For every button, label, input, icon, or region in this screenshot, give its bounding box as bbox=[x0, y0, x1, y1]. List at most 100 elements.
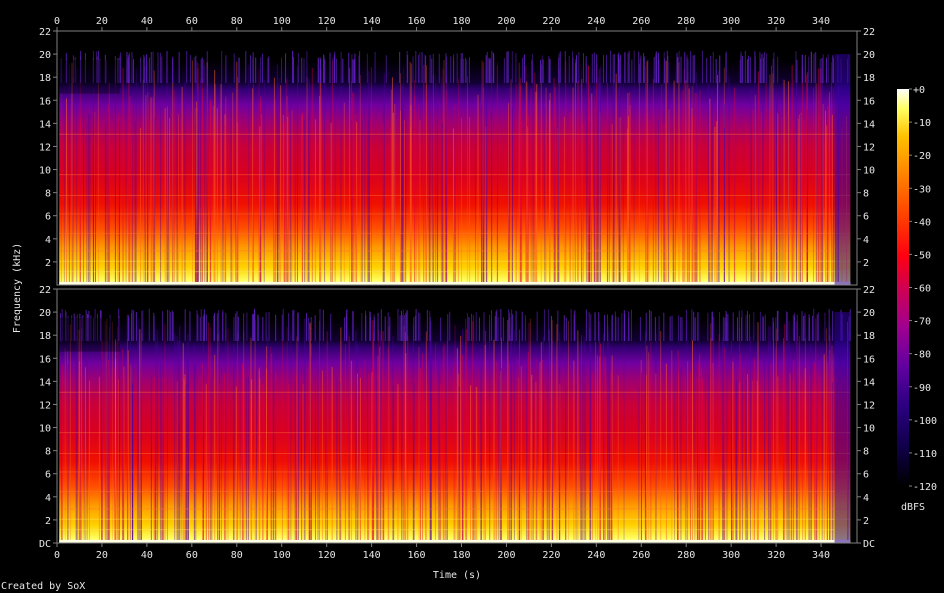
transient-streak bbox=[270, 346, 272, 543]
transient-streak bbox=[536, 358, 538, 543]
transient-streak bbox=[135, 68, 137, 285]
transient-streak bbox=[485, 330, 487, 543]
noise-tip bbox=[449, 311, 451, 341]
noise-tip bbox=[478, 317, 480, 341]
transient-streak bbox=[462, 379, 464, 543]
transient-streak bbox=[291, 109, 293, 285]
transient-streak bbox=[697, 355, 699, 543]
transient-streak bbox=[194, 122, 196, 285]
transient-streak bbox=[500, 367, 502, 543]
noise-tip bbox=[468, 317, 470, 341]
transient-streak bbox=[263, 79, 265, 285]
noise-tip bbox=[738, 310, 740, 341]
transient-streak bbox=[593, 82, 595, 285]
transient-streak bbox=[107, 356, 109, 543]
transient-streak bbox=[282, 114, 284, 285]
transient-streak bbox=[319, 95, 321, 286]
transient-streak bbox=[250, 337, 252, 543]
x-axis-title: Time (s) bbox=[433, 570, 481, 581]
transient-streak bbox=[324, 60, 326, 286]
transient-streak bbox=[368, 372, 370, 543]
noise-tip bbox=[832, 55, 834, 83]
transient-streak bbox=[440, 77, 442, 285]
noise-tip bbox=[649, 309, 651, 341]
noise-tip bbox=[76, 314, 78, 341]
transient-streak bbox=[563, 116, 565, 285]
transient-streak bbox=[105, 366, 107, 543]
transient-streak bbox=[551, 364, 553, 543]
transient-streak bbox=[820, 68, 822, 285]
transient-streak bbox=[757, 322, 759, 543]
transient-streak bbox=[150, 375, 152, 543]
transient-streak bbox=[519, 85, 521, 285]
transient-streak bbox=[762, 102, 764, 285]
transient-streak bbox=[483, 98, 485, 285]
transient-streak bbox=[831, 62, 833, 286]
transient-streak bbox=[520, 78, 522, 286]
transient-streak bbox=[294, 121, 296, 285]
transient-streak bbox=[699, 90, 701, 285]
transient-streak bbox=[559, 332, 561, 543]
transient-streak bbox=[319, 68, 321, 285]
transient-streak bbox=[182, 343, 184, 543]
noise-tip bbox=[725, 53, 727, 83]
transient-streak bbox=[107, 104, 109, 285]
transient-streak bbox=[271, 353, 273, 543]
transient-streak bbox=[696, 377, 698, 543]
transient-streak bbox=[247, 376, 249, 543]
transient-streak bbox=[482, 68, 484, 285]
transient-streak bbox=[594, 90, 596, 285]
transient-streak bbox=[704, 373, 706, 543]
transient-streak bbox=[546, 364, 548, 543]
transient-streak bbox=[480, 105, 482, 285]
y-tick-label-right: 18 bbox=[863, 73, 875, 84]
noise-tip bbox=[202, 315, 204, 341]
transient-streak bbox=[645, 375, 647, 543]
colorbar-tick-label: -100 bbox=[913, 416, 937, 427]
transient-streak bbox=[802, 380, 804, 543]
noise-tip bbox=[387, 312, 389, 341]
y-tick-label-right: 4 bbox=[863, 235, 869, 246]
noise-tip bbox=[218, 310, 220, 341]
transient-streak bbox=[627, 92, 629, 285]
noise-tip bbox=[255, 57, 257, 83]
transient-streak bbox=[227, 328, 229, 543]
transient-streak bbox=[205, 383, 207, 543]
transient-streak bbox=[276, 64, 278, 285]
transient-streak bbox=[650, 341, 652, 543]
spectral-energy bbox=[59, 59, 851, 286]
noise-tip bbox=[621, 313, 623, 341]
transient-streak bbox=[812, 87, 814, 285]
x-ticks-bottom: 0 20 40 60 80 100 120 140 160 180 200 220 240 260 280 3… bbox=[54, 543, 830, 561]
noise-tip bbox=[819, 58, 821, 83]
transient-streak bbox=[114, 69, 116, 285]
y-tick-label-left: 12 bbox=[39, 142, 51, 153]
noise-tip bbox=[118, 57, 120, 83]
transient-streak bbox=[415, 111, 417, 285]
noise-tip bbox=[495, 311, 497, 341]
tail-fade bbox=[834, 312, 851, 543]
transient-streak bbox=[391, 77, 393, 285]
noise-tip bbox=[128, 52, 130, 83]
noise-tip bbox=[753, 311, 755, 341]
noise-tip bbox=[795, 51, 797, 83]
transient-streak bbox=[380, 333, 382, 543]
noise-tip bbox=[775, 317, 777, 341]
transient-streak bbox=[140, 360, 142, 543]
transient-streak bbox=[611, 355, 613, 543]
noise-tip bbox=[166, 309, 168, 341]
noise-tip bbox=[419, 313, 421, 341]
transient-streak bbox=[588, 121, 590, 285]
transient-streak bbox=[815, 83, 817, 285]
transient-streak bbox=[92, 114, 94, 285]
noise-tip bbox=[801, 54, 803, 83]
noise-tip bbox=[693, 311, 695, 341]
transient-streak bbox=[831, 382, 833, 543]
transient-streak bbox=[532, 103, 534, 286]
transient-streak bbox=[590, 345, 592, 543]
transient-streak bbox=[260, 113, 262, 285]
transient-streak bbox=[606, 82, 608, 285]
transient-streak bbox=[594, 96, 596, 285]
transient-streak bbox=[63, 85, 65, 285]
transient-streak bbox=[287, 116, 289, 285]
